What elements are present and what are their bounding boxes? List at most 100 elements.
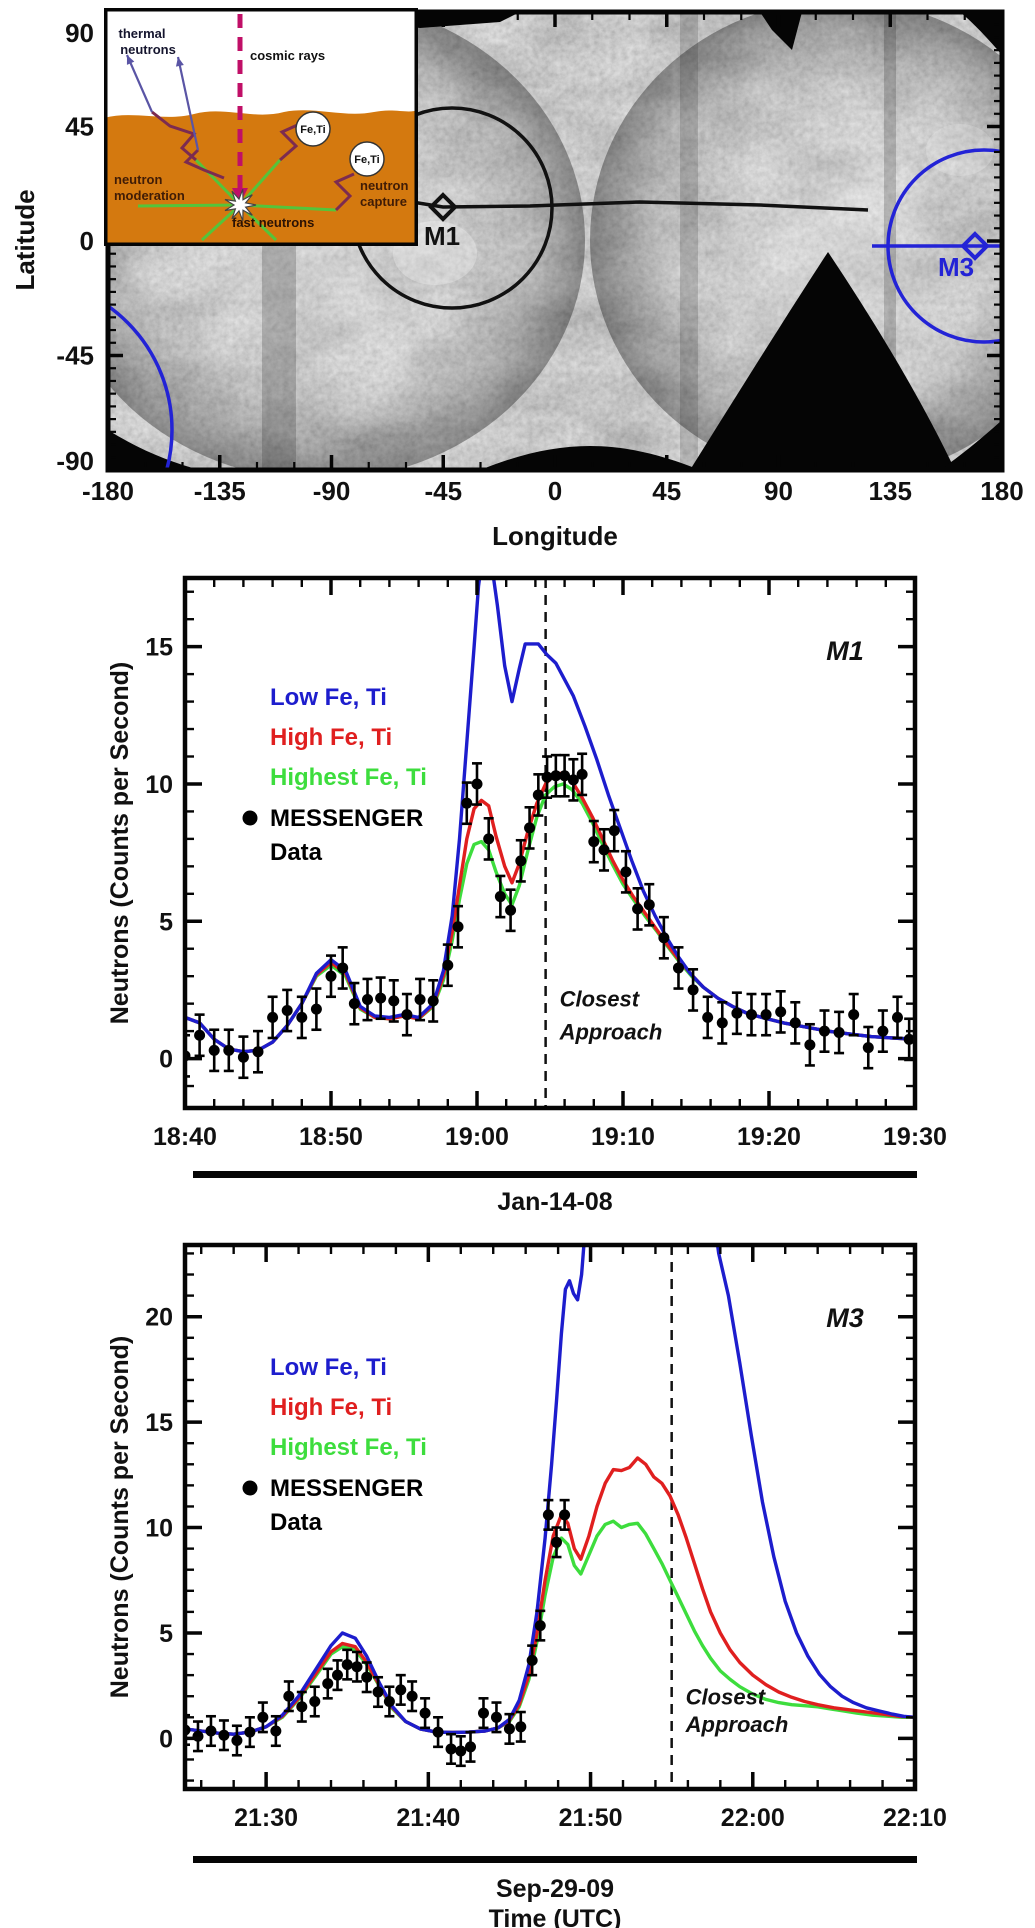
feti-nucleus (295, 111, 331, 147)
data-point (427, 995, 439, 1007)
no-data-gore (940, 420, 1002, 470)
data-point (891, 1011, 903, 1023)
series-low-fe-ti (185, 1245, 915, 1736)
lat-tick-label: 90 (65, 18, 94, 48)
chart-m1-date-label: Jan-14-08 (497, 1188, 612, 1215)
closest-approach-label: Approach (685, 1712, 789, 1737)
y-tick-label: 20 (145, 1304, 173, 1332)
messenger-data-points (185, 752, 915, 1080)
data-point (731, 1007, 743, 1019)
data-point (542, 1509, 554, 1521)
x-tick-label: 21:30 (234, 1804, 298, 1832)
data-point (432, 1726, 444, 1738)
x-tick-label: 19:30 (883, 1123, 947, 1151)
data-point (244, 1726, 256, 1738)
data-point (281, 1005, 293, 1017)
data-point (296, 1701, 308, 1713)
data-point (218, 1729, 230, 1741)
data-point (362, 994, 373, 1006)
legend-highest-feti: Highest Fe, Ti (270, 764, 427, 791)
data-point (401, 1009, 413, 1021)
data-point (848, 1009, 860, 1021)
data-point (477, 1707, 489, 1719)
data-point (541, 771, 553, 783)
series-high-fe-ti (185, 1456, 915, 1736)
model-curves (185, 1245, 915, 1736)
m3-ground-track-label: M3 (938, 252, 974, 282)
m1-ground-track-label: M1 (424, 221, 460, 251)
y-tick-label: 15 (145, 1409, 173, 1437)
x-tick-label: 21:50 (559, 1804, 623, 1832)
data-point (515, 855, 527, 867)
chart-m3-legend: Low Fe, Ti High Fe, Ti Highest Fe, Ti ME… (242, 1354, 427, 1536)
chart-m1-panel-label: M1 (826, 636, 864, 666)
chart-m3-panel-label: M3 (826, 1303, 864, 1333)
data-point (465, 1741, 477, 1753)
x-tick-label: 22:00 (721, 1804, 785, 1832)
legend-messenger-data: Data (270, 839, 323, 866)
data-point (567, 774, 579, 786)
mosaic-lobe-right (590, 12, 1002, 470)
cosmic-rays-label: cosmic rays (250, 48, 325, 63)
no-data-gore (480, 446, 700, 470)
data-point (632, 903, 644, 915)
no-data-gore (690, 252, 955, 470)
data-point (267, 1011, 279, 1023)
data-point (331, 1669, 343, 1681)
fast-neutron-starburst (224, 188, 257, 222)
data-point (419, 1707, 431, 1719)
lon-tick-label: -45 (424, 476, 462, 506)
inset-soil (104, 110, 418, 246)
chart-m3-time-axis-title: Time (UTC) (489, 1905, 622, 1928)
no-data-gore (760, 12, 802, 50)
chart-m3-y-axis-title: Neutrons (Counts per Second) (106, 1336, 134, 1699)
x-tick-label: 18:40 (153, 1123, 217, 1151)
data-point (383, 1695, 395, 1707)
data-point (452, 921, 464, 933)
data-point (643, 899, 655, 911)
data-point (534, 1620, 546, 1632)
lon-tick-label: 135 (869, 476, 912, 506)
data-point (257, 1711, 269, 1723)
lon-tick-label: 180 (980, 476, 1023, 506)
data-point (620, 866, 632, 878)
m3-footprint-circle (886, 148, 1002, 344)
lon-tick-label: -135 (194, 476, 246, 506)
thermal-neutron-arrow-head (126, 55, 135, 65)
y-tick-label: 5 (159, 1620, 173, 1648)
closest-approach-label: Approach (559, 1019, 663, 1044)
feti-nucleus (349, 141, 385, 177)
thermal-neutron-arrows (125, 54, 200, 151)
data-point (775, 1006, 787, 1018)
no-data-gore (108, 430, 200, 470)
mercury-map-panel: M1 M3 Latitude Longitude (10, 8, 1024, 551)
chart-m3-date-label: Sep-29-09 (496, 1875, 614, 1903)
data-point (503, 1723, 515, 1735)
data-point (309, 1695, 321, 1707)
lon-tick-label: -180 (82, 476, 134, 506)
bright-patch (926, 124, 994, 176)
data-point (341, 1659, 353, 1671)
fast-neutrons-label: fast neutrons (232, 215, 314, 230)
data-point (231, 1735, 243, 1747)
neutron-capture-label: capture (360, 194, 407, 209)
data-point (361, 1671, 373, 1683)
legend-messenger: MESSENGER (270, 1475, 423, 1502)
data-point (296, 1011, 308, 1023)
y-tick-label: 5 (159, 908, 173, 936)
data-point (375, 992, 387, 1004)
data-point (471, 778, 483, 790)
closest-approach-label: Closest (686, 1685, 767, 1710)
data-point (532, 789, 544, 801)
lat-tick-label: -45 (56, 341, 94, 371)
date-bar (193, 1171, 917, 1178)
data-point (494, 891, 506, 903)
chart-m1-legend: Low Fe, Ti High Fe, Ti Highest Fe, Ti ME… (242, 684, 427, 866)
legend-messenger-data: Data (270, 1509, 323, 1536)
closest-approach-label: Closest (560, 986, 641, 1011)
plot-frame (182, 575, 918, 1111)
y-tick-label: 0 (159, 1725, 173, 1753)
data-point (559, 770, 571, 782)
data-point (524, 822, 536, 834)
x-tick-label: 18:50 (299, 1123, 363, 1151)
